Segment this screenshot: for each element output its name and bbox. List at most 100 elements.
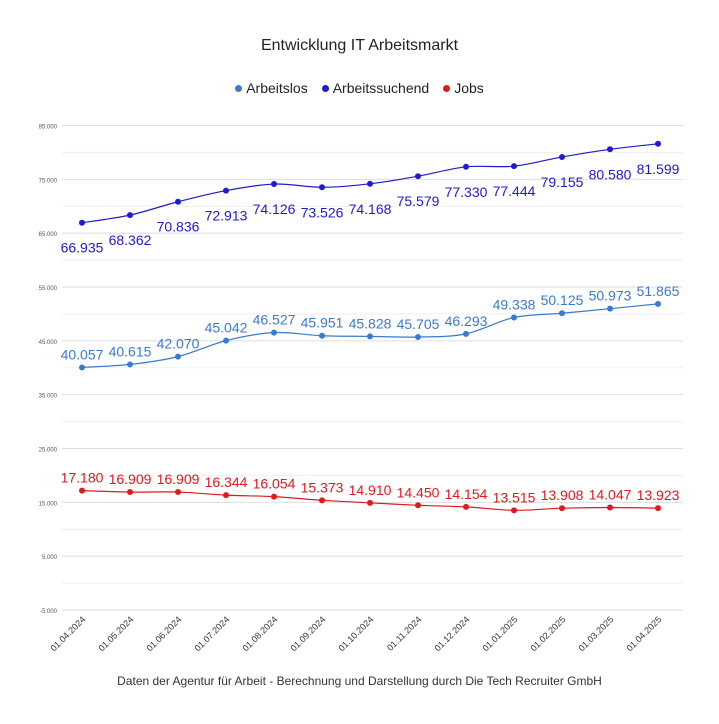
data-point-arbeitssuchend — [607, 146, 613, 153]
data-label-arbeitslos: 46.527 — [253, 312, 296, 328]
data-point-jobs — [319, 497, 325, 504]
x-tick-label: 01.05.2024 — [96, 614, 135, 653]
chart-footnote: Daten der Agentur für Arbeit - Berechnun… — [117, 674, 602, 688]
data-label-jobs: 13.908 — [541, 487, 584, 503]
data-label-arbeitslos: 45.705 — [397, 316, 440, 332]
y-tick-label: 5.000 — [42, 555, 58, 561]
data-point-arbeitslos — [319, 332, 325, 339]
y-tick-label: -5.000 — [40, 609, 58, 615]
legend-label-arbeitssuchend: Arbeitssuchend — [332, 80, 430, 96]
data-label-arbeitssuchend: 77.330 — [445, 184, 488, 200]
data-label-arbeitssuchend: 72.913 — [205, 208, 248, 224]
data-label-jobs: 16.909 — [157, 471, 200, 487]
data-point-arbeitslos — [655, 300, 661, 307]
data-point-jobs — [271, 493, 277, 500]
data-label-jobs: 16.909 — [109, 471, 152, 487]
data-label-jobs: 16.344 — [205, 474, 248, 490]
data-label-arbeitssuchend: 80.580 — [589, 166, 632, 182]
x-tick-label: 01.01.2025 — [480, 614, 519, 653]
data-point-arbeitslos — [367, 333, 373, 340]
y-tick-label: 55.000 — [39, 286, 58, 292]
legend: Arbeitslos Arbeitssuchend Jobs — [0, 80, 719, 96]
data-point-arbeitslos — [175, 353, 181, 360]
data-point-arbeitssuchend — [511, 163, 517, 170]
data-label-arbeitssuchend: 81.599 — [637, 161, 680, 177]
y-tick-label: 45.000 — [39, 340, 58, 346]
y-tick-label: 15.000 — [39, 501, 58, 507]
x-axis: 01.04.2024 01.05.2024 01.06.2024 01.07.2024… — [48, 614, 663, 653]
data-label-jobs: 14.450 — [397, 484, 440, 500]
data-point-arbeitslos — [511, 314, 517, 321]
x-tick-label: 01.08.2024 — [240, 614, 279, 653]
x-tick-label: 01.04.2024 — [48, 614, 87, 653]
data-point-arbeitssuchend — [655, 140, 661, 147]
data-point-arbeitslos — [415, 334, 421, 341]
y-tick-label: 65.000 — [39, 232, 58, 238]
data-point-arbeitssuchend — [127, 212, 133, 219]
data-point-jobs — [559, 505, 565, 512]
legend-item-arbeitslos[interactable]: Arbeitslos — [235, 80, 308, 96]
data-point-jobs — [607, 504, 613, 511]
y-tick-label: 75.000 — [39, 178, 58, 184]
data-point-arbeitssuchend — [415, 173, 421, 180]
data-label-arbeitssuchend: 66.935 — [61, 240, 104, 256]
data-label-jobs: 14.154 — [445, 486, 488, 502]
data-label-arbeitslos: 45.828 — [349, 315, 392, 331]
legend-marker-arbeitslos — [235, 84, 243, 92]
data-point-arbeitssuchend — [79, 219, 85, 226]
data-point-arbeitssuchend — [271, 181, 277, 188]
data-label-arbeitslos: 50.973 — [589, 288, 632, 304]
data-label-jobs: 16.054 — [253, 476, 296, 492]
data-label-arbeitssuchend: 77.444 — [493, 183, 536, 199]
x-tick-label: 01.12.2024 — [432, 614, 471, 653]
data-point-arbeitssuchend — [559, 153, 565, 160]
data-point-arbeitssuchend — [175, 198, 181, 205]
data-point-arbeitssuchend — [223, 187, 229, 194]
legend-marker-jobs — [443, 84, 451, 92]
data-point-jobs — [175, 489, 181, 496]
data-label-jobs: 15.373 — [301, 479, 344, 495]
data-label-arbeitssuchend: 74.168 — [349, 201, 392, 217]
chart-title: Entwicklung IT Arbeitsmarkt — [260, 37, 459, 54]
data-label-arbeitslos: 51.865 — [637, 283, 680, 299]
data-point-jobs — [223, 492, 229, 499]
x-tick-label: 01.04.2025 — [624, 614, 663, 653]
data-point-arbeitslos — [607, 305, 613, 312]
x-tick-label: 01.11.2024 — [385, 614, 423, 652]
x-tick-label: 01.03.2025 — [576, 614, 615, 653]
y-tick-label: 35.000 — [39, 394, 58, 400]
data-point-jobs — [79, 487, 85, 494]
data-point-arbeitslos — [223, 337, 229, 344]
data-point-jobs — [367, 499, 373, 506]
data-label-jobs: 14.047 — [589, 486, 632, 502]
y-tick-label: 85.000 — [39, 125, 58, 131]
data-label-arbeitslos: 45.951 — [301, 315, 344, 331]
legend-marker-arbeitssuchend — [321, 84, 329, 92]
data-label-arbeitssuchend: 74.126 — [253, 201, 296, 217]
series-jobs: 17.180 16.909 16.909 16.344 16.054 15.373 14.9… — [61, 470, 680, 514]
data-point-arbeitssuchend — [319, 184, 325, 191]
data-label-arbeitssuchend: 79.155 — [541, 174, 584, 190]
data-point-jobs — [127, 489, 133, 496]
data-label-jobs: 14.910 — [349, 482, 392, 498]
series-arbeitslos: 40.057 40.615 42.070 45.042 46.527 45.951 45.8… — [61, 283, 680, 371]
data-label-arbeitslos: 46.293 — [445, 313, 488, 329]
data-point-arbeitssuchend — [463, 163, 469, 170]
legend-item-arbeitssuchend[interactable]: Arbeitssuchend — [321, 80, 430, 96]
data-point-arbeitslos — [271, 329, 277, 336]
series-arbeitssuchend: 66.935 68.362 70.836 72.913 74.126 73.526 74.1… — [61, 140, 680, 256]
data-label-jobs: 13.923 — [637, 487, 680, 503]
data-label-arbeitssuchend: 68.362 — [109, 232, 152, 248]
data-label-arbeitslos: 40.615 — [109, 343, 152, 359]
data-point-arbeitslos — [127, 361, 133, 368]
data-label-arbeitslos: 50.125 — [541, 292, 584, 308]
legend-item-jobs[interactable]: Jobs — [443, 80, 484, 96]
x-tick-label: 01.07.2024 — [192, 614, 231, 653]
data-point-arbeitslos — [463, 330, 469, 337]
data-point-arbeitssuchend — [367, 180, 373, 187]
data-label-arbeitslos: 45.042 — [205, 320, 248, 336]
data-point-jobs — [511, 507, 517, 514]
data-point-jobs — [655, 505, 661, 512]
